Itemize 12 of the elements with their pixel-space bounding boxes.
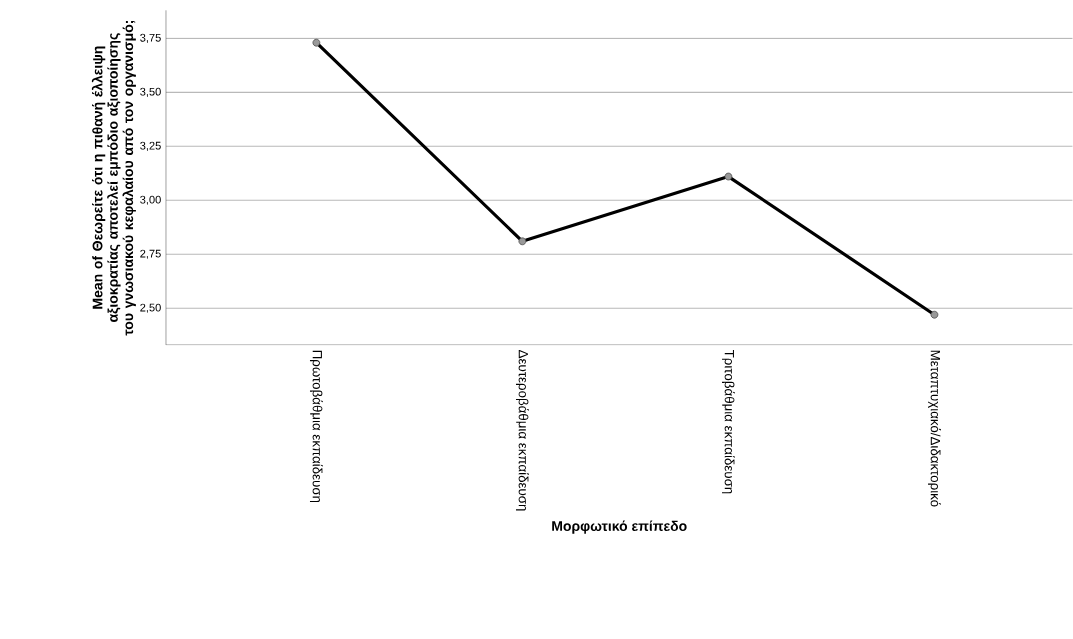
- y-axis-title: Mean of Θεωρείτε ότι η πιθανή έλλειψη αξιοκρατίας αποτελεί εμπόδιο αξιοποίησης του γνωσιακού κεφαλαίου από τον οργανισμό;: [91, 21, 136, 336]
- x-tick-label: Μεταπτυχιακό/Διδακτορικό: [928, 350, 941, 507]
- y-tick-label: 3,50: [140, 87, 161, 97]
- y-tick-label: 2,50: [140, 303, 161, 313]
- y-tick-label: 3,25: [140, 141, 161, 151]
- y-tick-label: 3,75: [140, 33, 161, 44]
- y-tick-label: 2,75: [140, 249, 161, 259]
- x-tick-label: Δευτεροβάθμια εκπαίδευση: [515, 350, 529, 511]
- y-tick-label: 3,00: [140, 195, 161, 205]
- x-axis-title: Μορφωτικό επίπεδο: [552, 520, 687, 534]
- x-tick-label: Τριτοβάθμια εκπαίδευση: [722, 350, 735, 494]
- x-tick-label: Πρωτοβάθμια εκπαίδευση: [309, 350, 323, 503]
